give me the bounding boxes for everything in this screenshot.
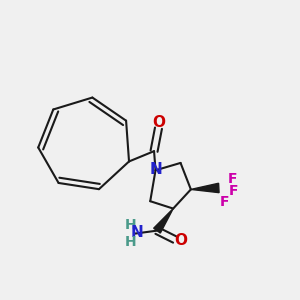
Polygon shape xyxy=(191,183,219,193)
Text: N: N xyxy=(131,225,144,240)
Polygon shape xyxy=(154,208,173,233)
Text: O: O xyxy=(152,115,165,130)
Text: H: H xyxy=(125,218,136,232)
Text: O: O xyxy=(175,233,188,248)
Text: H: H xyxy=(125,236,136,249)
Text: F: F xyxy=(229,184,238,198)
Text: N: N xyxy=(150,162,163,177)
Text: F: F xyxy=(227,172,237,186)
Text: F: F xyxy=(220,195,230,209)
